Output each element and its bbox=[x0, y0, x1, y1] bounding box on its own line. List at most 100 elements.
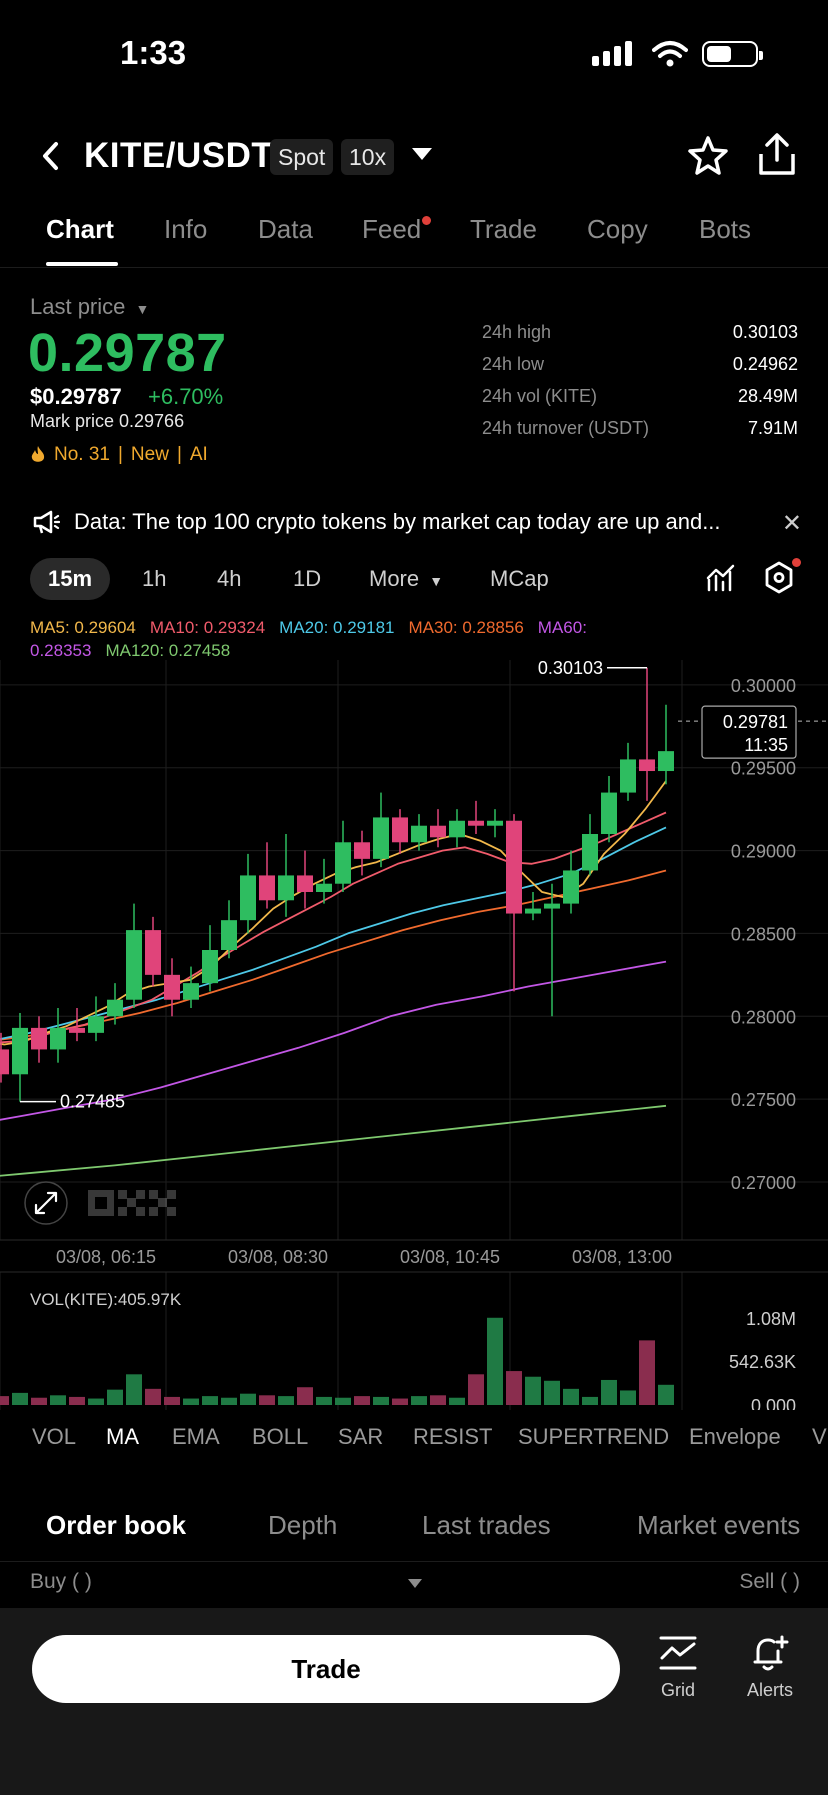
indicator-envelope[interactable]: Envelope bbox=[689, 1424, 781, 1449]
volume-bar bbox=[0, 1396, 9, 1405]
favorite-star-icon[interactable] bbox=[686, 134, 730, 178]
indicator-chart-icon[interactable] bbox=[706, 562, 736, 594]
volume-bar bbox=[221, 1397, 237, 1405]
stat-value: 0.30103 bbox=[732, 322, 798, 342]
volume-bar bbox=[335, 1397, 351, 1405]
ma120-line bbox=[0, 1104, 667, 1177]
candle-body bbox=[316, 883, 332, 892]
volume-bar bbox=[620, 1390, 636, 1405]
volume-bar bbox=[411, 1396, 427, 1405]
candle-body bbox=[69, 1027, 85, 1033]
chart-settings-icon[interactable] bbox=[762, 560, 796, 596]
tab-feed[interactable]: Feed bbox=[362, 214, 422, 244]
tab-market-events[interactable]: Market events bbox=[637, 1510, 801, 1540]
ma60-value: 0.28353 bbox=[30, 641, 92, 660]
x-tick-label: 03/08, 06:15 bbox=[56, 1247, 156, 1267]
grid-button[interactable]: Grid bbox=[643, 1634, 713, 1701]
tab-data[interactable]: Data bbox=[258, 214, 313, 244]
rank-badge[interactable]: No. 31 bbox=[54, 444, 110, 465]
badge-divider: | bbox=[117, 444, 123, 465]
candlestick-chart[interactable]: 0.30000 0.29500 0.29000 0.28500 0.28000 0.275… bbox=[0, 660, 828, 1410]
news-text[interactable]: Data: The top 100 crypto tokens by marke… bbox=[74, 509, 721, 534]
x-tick-label: 03/08, 08:30 bbox=[228, 1247, 328, 1267]
candle-body bbox=[221, 920, 237, 950]
battery-icon bbox=[702, 41, 763, 67]
volume-bar bbox=[183, 1398, 199, 1405]
stat-value: 28.49M bbox=[737, 386, 798, 406]
volume-bar bbox=[69, 1396, 85, 1405]
tab-trade[interactable]: Trade bbox=[470, 214, 537, 244]
change-percent: +6.70% bbox=[148, 384, 224, 409]
ma60-line bbox=[0, 960, 667, 1121]
trade-button[interactable]: Trade bbox=[32, 1635, 620, 1703]
tab-bots[interactable]: Bots bbox=[699, 214, 752, 244]
y-tick-label: 0.27500 bbox=[731, 1090, 796, 1110]
back-arrow-icon[interactable] bbox=[38, 138, 64, 174]
volume-bar bbox=[316, 1396, 332, 1405]
signal-icon bbox=[592, 41, 632, 66]
chart-labels: 0.30000 0.29500 0.29000 0.28500 0.28000 0.275… bbox=[20, 660, 828, 1410]
close-icon[interactable]: ✕ bbox=[781, 510, 802, 537]
candle-body bbox=[202, 950, 218, 984]
ai-badge[interactable]: AI bbox=[189, 444, 208, 465]
candle-body bbox=[430, 825, 446, 838]
indicator-supertrend[interactable]: SUPERTREND bbox=[518, 1424, 670, 1449]
candle-body bbox=[145, 930, 161, 975]
share-icon[interactable] bbox=[756, 132, 798, 178]
last-price-label[interactable]: Last price ▼ bbox=[30, 294, 149, 320]
tab-info[interactable]: Info bbox=[164, 214, 208, 244]
candle-body bbox=[658, 751, 674, 772]
candle-body bbox=[240, 875, 256, 921]
volume-bar bbox=[88, 1398, 104, 1405]
leverage-tag: 10x bbox=[341, 139, 395, 175]
y-tick-label: 0.29500 bbox=[731, 759, 796, 779]
candle-body bbox=[601, 792, 617, 834]
candle-body bbox=[411, 825, 427, 843]
interval-mcap[interactable]: MCap bbox=[490, 566, 549, 591]
new-badge[interactable]: New bbox=[130, 444, 169, 465]
alerts-button[interactable]: Alerts bbox=[735, 1634, 805, 1701]
precision-dropdown-icon[interactable] bbox=[408, 1579, 422, 1588]
volume-bar bbox=[563, 1388, 579, 1405]
indicator-vol[interactable]: VOL bbox=[32, 1424, 77, 1449]
candle-body bbox=[620, 759, 636, 793]
tab-depth[interactable]: Depth bbox=[268, 1510, 338, 1540]
interval-1d[interactable]: 1D bbox=[293, 566, 322, 591]
candle-body bbox=[107, 999, 123, 1017]
interval-more[interactable]: More ▼ bbox=[369, 566, 443, 592]
indicator-ma[interactable]: MA bbox=[106, 1424, 139, 1449]
pair-dropdown-icon[interactable] bbox=[412, 148, 432, 160]
settings-notification-dot bbox=[792, 558, 801, 567]
current-price-label: 0.29781 bbox=[723, 712, 788, 732]
candle-body bbox=[50, 1027, 66, 1050]
indicator-resist[interactable]: RESIST bbox=[413, 1424, 493, 1449]
volume-bar bbox=[31, 1397, 47, 1405]
tab-order-book[interactable]: Order book bbox=[46, 1510, 187, 1540]
expand-button[interactable] bbox=[24, 1181, 68, 1225]
indicator-ema[interactable]: EMA bbox=[172, 1424, 220, 1449]
tab-last-trades[interactable]: Last trades bbox=[422, 1510, 551, 1540]
buy-column-label: Buy ( ) bbox=[30, 1570, 92, 1593]
grid-label: Grid bbox=[660, 1680, 695, 1700]
volume-bar bbox=[240, 1393, 256, 1405]
candle-body bbox=[278, 875, 294, 901]
news-banner[interactable]: Data: The top 100 crypto tokens by marke… bbox=[32, 505, 802, 539]
status-time: 1:33 bbox=[120, 34, 187, 71]
volume-bar bbox=[354, 1396, 370, 1405]
volume-bar bbox=[525, 1376, 541, 1405]
interval-15m[interactable]: 15m bbox=[30, 558, 110, 600]
volume-bar bbox=[50, 1395, 66, 1405]
candle-body bbox=[259, 875, 275, 901]
interval-1h[interactable]: 1h bbox=[142, 566, 167, 591]
indicator-more[interactable]: V bbox=[812, 1424, 827, 1449]
candle-body bbox=[544, 903, 560, 909]
indicator-sar[interactable]: SAR bbox=[338, 1424, 384, 1449]
volume-bar bbox=[468, 1374, 484, 1405]
interval-4h[interactable]: 4h bbox=[217, 566, 242, 591]
indicator-boll[interactable]: BOLL bbox=[252, 1424, 309, 1449]
pair-title[interactable]: KITE/USDT bbox=[84, 136, 274, 175]
y-tick-label: 0.27000 bbox=[731, 1173, 796, 1193]
tab-chart[interactable]: Chart bbox=[46, 214, 114, 244]
tab-copy[interactable]: Copy bbox=[587, 214, 648, 244]
ma20-value: MA20: 0.29181 bbox=[279, 618, 395, 637]
